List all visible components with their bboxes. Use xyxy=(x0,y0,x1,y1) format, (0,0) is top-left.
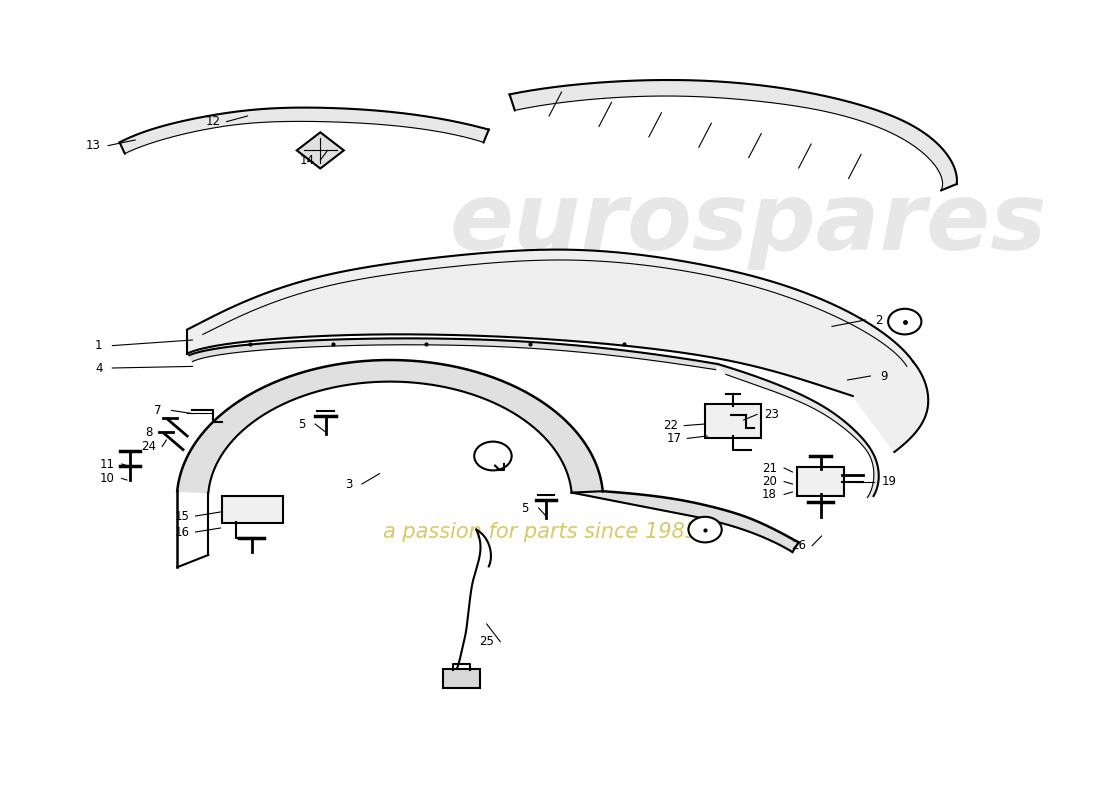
Text: 5: 5 xyxy=(521,502,529,514)
Text: 18: 18 xyxy=(762,488,777,501)
Text: 26: 26 xyxy=(791,539,806,552)
FancyBboxPatch shape xyxy=(705,404,761,438)
Text: eurospares: eurospares xyxy=(450,178,1047,270)
Text: 21: 21 xyxy=(762,462,777,474)
FancyBboxPatch shape xyxy=(443,669,481,688)
FancyBboxPatch shape xyxy=(221,496,283,523)
Text: 17: 17 xyxy=(667,432,681,445)
Text: 4: 4 xyxy=(95,362,102,374)
Text: 7: 7 xyxy=(154,404,162,417)
Text: 9: 9 xyxy=(880,370,888,382)
Polygon shape xyxy=(717,364,879,498)
Text: 13: 13 xyxy=(86,139,101,152)
Text: 10: 10 xyxy=(100,472,114,485)
Polygon shape xyxy=(120,107,488,154)
Polygon shape xyxy=(177,360,603,493)
Polygon shape xyxy=(189,338,717,370)
Text: 24: 24 xyxy=(141,440,156,453)
Text: 19: 19 xyxy=(882,475,896,488)
Circle shape xyxy=(474,442,512,470)
Text: 22: 22 xyxy=(663,419,679,432)
Text: 20: 20 xyxy=(762,475,777,488)
Polygon shape xyxy=(187,250,928,452)
Text: 3: 3 xyxy=(344,478,352,490)
Bar xyxy=(297,132,344,169)
FancyBboxPatch shape xyxy=(796,467,845,496)
Text: 23: 23 xyxy=(764,408,779,421)
Text: 16: 16 xyxy=(175,526,189,538)
Text: a passion for parts since 1985: a passion for parts since 1985 xyxy=(383,522,698,542)
Text: 25: 25 xyxy=(480,635,494,648)
Text: 11: 11 xyxy=(100,458,114,470)
Text: 1: 1 xyxy=(95,339,102,352)
Text: 5: 5 xyxy=(298,418,306,430)
Circle shape xyxy=(689,517,722,542)
Text: 2: 2 xyxy=(874,314,882,326)
Polygon shape xyxy=(572,491,799,552)
Text: 12: 12 xyxy=(206,115,221,128)
Text: 8: 8 xyxy=(145,426,153,438)
Polygon shape xyxy=(509,80,957,190)
Text: 14: 14 xyxy=(299,154,315,166)
Text: 15: 15 xyxy=(175,510,189,522)
Circle shape xyxy=(888,309,922,334)
